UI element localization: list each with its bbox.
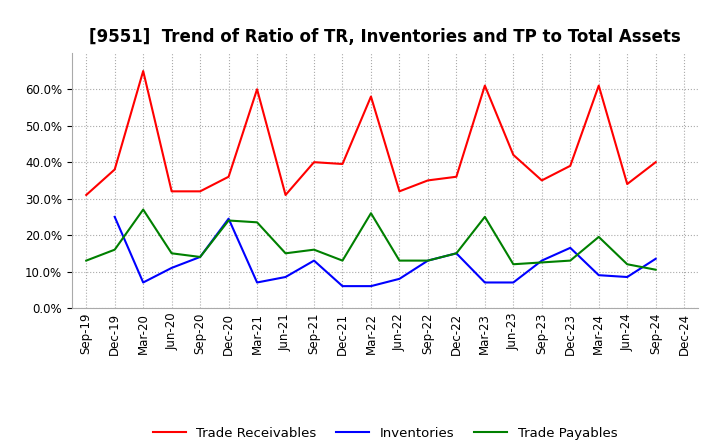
Inventories xyxy=(366,283,375,289)
Line: Inventories: Inventories xyxy=(114,217,656,286)
Inventories xyxy=(652,256,660,261)
Line: Trade Payables: Trade Payables xyxy=(86,209,656,270)
Trade Payables xyxy=(139,207,148,212)
Inventories xyxy=(139,280,148,285)
Inventories xyxy=(595,272,603,278)
Inventories xyxy=(196,254,204,260)
Inventories xyxy=(509,280,518,285)
Legend: Trade Receivables, Inventories, Trade Payables: Trade Receivables, Inventories, Trade Pa… xyxy=(148,422,623,440)
Trade Receivables xyxy=(595,83,603,88)
Trade Payables xyxy=(509,262,518,267)
Trade Receivables xyxy=(566,163,575,169)
Trade Payables xyxy=(480,214,489,220)
Inventories xyxy=(395,276,404,282)
Inventories xyxy=(167,265,176,271)
Trade Payables xyxy=(225,218,233,223)
Trade Receivables xyxy=(480,83,489,88)
Inventories xyxy=(423,258,432,263)
Trade Receivables xyxy=(225,174,233,180)
Trade Receivables xyxy=(623,181,631,187)
Inventories xyxy=(310,258,318,263)
Inventories xyxy=(452,251,461,256)
Trade Receivables xyxy=(395,189,404,194)
Trade Receivables xyxy=(253,87,261,92)
Trade Payables xyxy=(167,251,176,256)
Trade Payables xyxy=(537,260,546,265)
Trade Receivables xyxy=(167,189,176,194)
Trade Receivables xyxy=(196,189,204,194)
Trade Receivables xyxy=(110,167,119,172)
Inventories xyxy=(253,280,261,285)
Trade Receivables xyxy=(82,192,91,198)
Trade Payables xyxy=(82,258,91,263)
Trade Payables xyxy=(310,247,318,252)
Trade Receivables xyxy=(366,94,375,99)
Trade Payables xyxy=(395,258,404,263)
Trade Payables xyxy=(652,267,660,272)
Trade Payables xyxy=(452,251,461,256)
Trade Payables xyxy=(623,262,631,267)
Line: Trade Receivables: Trade Receivables xyxy=(86,71,656,195)
Trade Receivables xyxy=(139,68,148,73)
Inventories xyxy=(623,275,631,280)
Trade Receivables xyxy=(537,178,546,183)
Inventories xyxy=(338,283,347,289)
Trade Receivables xyxy=(452,174,461,180)
Trade Receivables xyxy=(310,160,318,165)
Inventories xyxy=(110,214,119,220)
Trade Payables xyxy=(253,220,261,225)
Trade Payables xyxy=(595,234,603,239)
Trade Payables xyxy=(196,254,204,260)
Trade Receivables xyxy=(338,161,347,167)
Trade Receivables xyxy=(652,160,660,165)
Trade Payables xyxy=(566,258,575,263)
Trade Payables xyxy=(282,251,290,256)
Trade Receivables xyxy=(423,178,432,183)
Trade Receivables xyxy=(509,152,518,158)
Trade Payables xyxy=(366,211,375,216)
Inventories xyxy=(566,245,575,250)
Inventories xyxy=(537,258,546,263)
Inventories xyxy=(282,275,290,280)
Trade Receivables xyxy=(282,192,290,198)
Inventories xyxy=(225,216,233,221)
Title: [9551]  Trend of Ratio of TR, Inventories and TP to Total Assets: [9551] Trend of Ratio of TR, Inventories… xyxy=(89,28,681,46)
Trade Payables xyxy=(423,258,432,263)
Trade Payables xyxy=(338,258,347,263)
Trade Payables xyxy=(110,247,119,252)
Inventories xyxy=(480,280,489,285)
